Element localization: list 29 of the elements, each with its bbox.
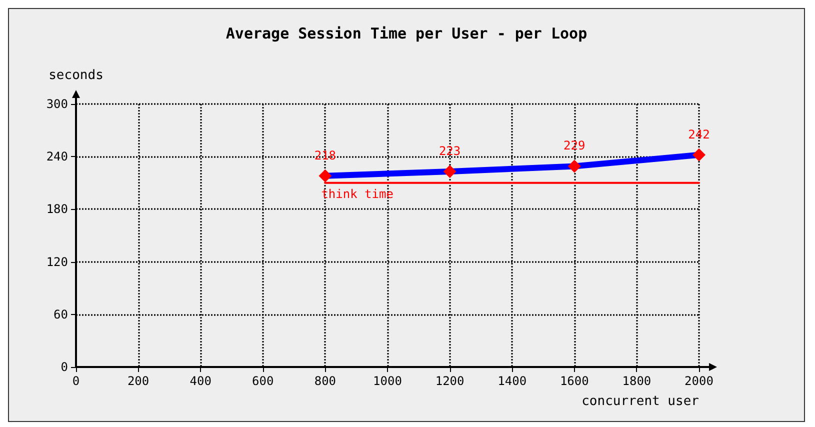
x-tick-label: 200 <box>127 374 150 388</box>
y-tick-label: 60 <box>54 307 68 322</box>
series-label: think time <box>321 186 394 201</box>
data-label: 218 <box>314 148 336 162</box>
y-tick-label: 300 <box>46 97 68 111</box>
x-tick-label: 1800 <box>622 374 652 388</box>
y-tick-label: 180 <box>46 202 68 216</box>
x-tick-label: 0 <box>72 374 80 388</box>
point <box>443 165 456 178</box>
point <box>692 148 706 162</box>
point <box>318 169 332 182</box>
y-tick-label: 0 <box>60 360 68 374</box>
data-label: 223 <box>438 144 461 158</box>
y-tick-label: 120 <box>46 254 68 269</box>
y-axis-title: seconds <box>48 68 104 83</box>
chart-title: Average Session Time per User - per Loop <box>226 24 588 42</box>
point <box>568 160 581 173</box>
x-tick-label: 400 <box>190 374 212 388</box>
x-tick-label: 1400 <box>498 374 527 388</box>
x-tick-label: 2000 <box>684 374 714 388</box>
data-label: 229 <box>564 138 586 153</box>
x-axis-title: concurrent user <box>582 394 700 409</box>
x-tick-label: 1200 <box>435 374 464 388</box>
x-tick-label: 1000 <box>373 374 402 388</box>
data-label: 242 <box>688 127 710 142</box>
y-tick-label: 240 <box>46 150 68 164</box>
x-tick-label: 600 <box>252 374 274 388</box>
x-tick-label: 1600 <box>560 374 589 388</box>
x-tick-label: 800 <box>314 374 336 388</box>
